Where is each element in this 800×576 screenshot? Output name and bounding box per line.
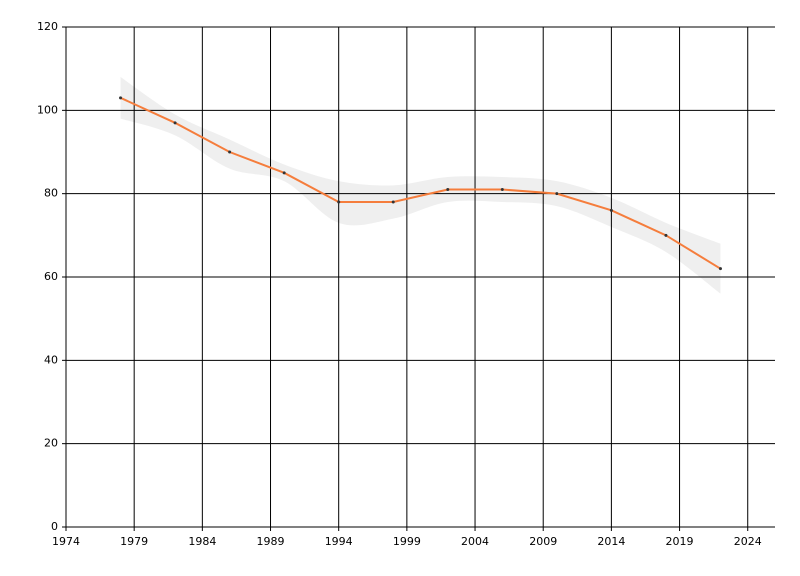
point bbox=[718, 267, 722, 271]
x-tick-label: 1979 bbox=[120, 535, 148, 548]
x-tick-label: 1974 bbox=[52, 535, 80, 548]
y-tick-label: 20 bbox=[44, 437, 58, 450]
point bbox=[500, 188, 504, 191]
x-tick-label: 2004 bbox=[461, 535, 489, 548]
point bbox=[555, 192, 559, 196]
x-tick-label: 1984 bbox=[188, 535, 216, 548]
y-tick-label: 100 bbox=[37, 103, 58, 116]
confidence-band bbox=[120, 77, 721, 294]
x-tick-label: 2009 bbox=[529, 535, 557, 548]
x-tick-label: 2014 bbox=[597, 535, 625, 548]
y-tick-label: 120 bbox=[37, 20, 58, 33]
x-tick-label: 1989 bbox=[257, 535, 285, 548]
x-tick-label: 1999 bbox=[393, 535, 421, 548]
point bbox=[337, 200, 341, 204]
point bbox=[391, 200, 395, 204]
y-tick-label: 40 bbox=[44, 353, 58, 366]
y-tick-label: 60 bbox=[44, 270, 58, 283]
point bbox=[173, 121, 177, 125]
x-tick-label: 2024 bbox=[734, 535, 762, 548]
line bbox=[120, 96, 721, 270]
x-tick-label: 2019 bbox=[666, 535, 694, 548]
x-tick-label: 1994 bbox=[325, 535, 353, 548]
point bbox=[119, 96, 123, 100]
point bbox=[609, 208, 613, 212]
y-tick-label: 0 bbox=[51, 520, 58, 533]
point bbox=[446, 188, 450, 191]
point bbox=[228, 150, 232, 154]
point bbox=[282, 171, 286, 175]
point bbox=[664, 233, 668, 237]
y-tick-label: 80 bbox=[44, 187, 58, 200]
